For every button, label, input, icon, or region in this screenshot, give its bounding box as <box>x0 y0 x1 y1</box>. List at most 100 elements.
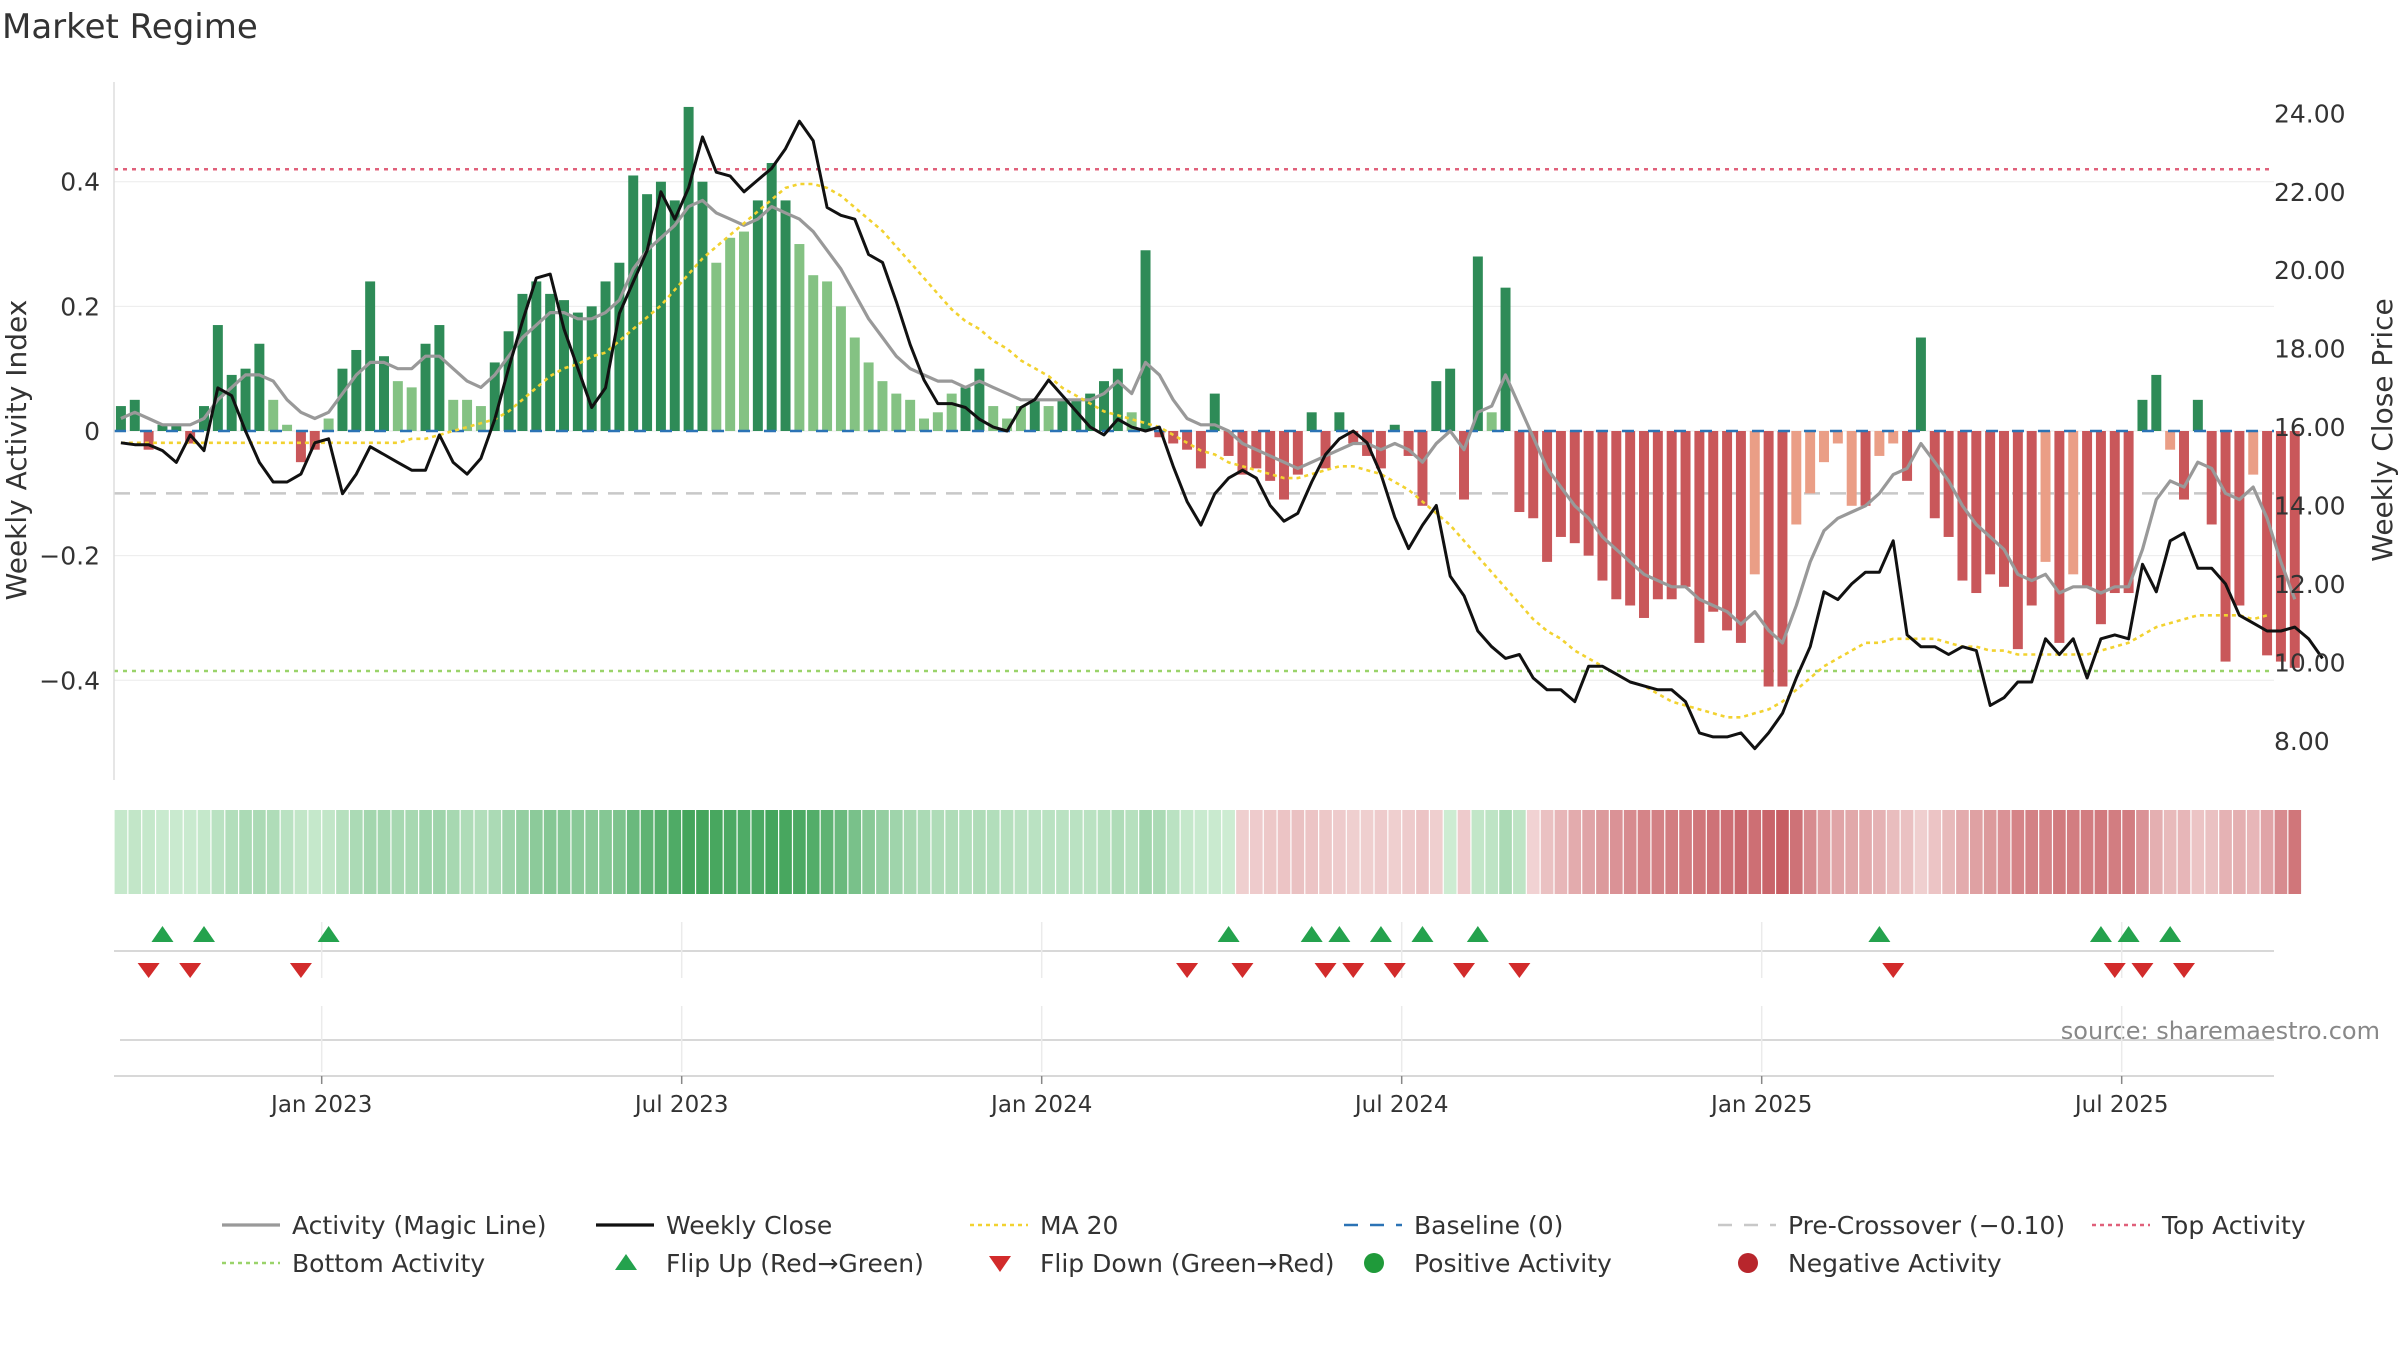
activity-bar <box>2289 431 2300 668</box>
right-tick-label: 12.00 <box>2274 570 2346 599</box>
regime-cell <box>1416 810 1429 894</box>
regime-cell <box>820 810 834 894</box>
activity-bar <box>2012 431 2023 650</box>
activity-bar <box>1888 431 1899 444</box>
regime-cell <box>1651 810 1665 894</box>
right-tick-label: 14.00 <box>2274 492 2346 521</box>
regime-strip <box>114 810 2302 894</box>
legend: Activity (Magic Line) Weekly Close MA 20 Ba… <box>222 1211 2306 1278</box>
regime-cell <box>848 810 862 894</box>
regime-cell <box>419 810 432 894</box>
flip-up-marker <box>317 926 340 942</box>
flip-markers <box>114 922 2274 1072</box>
activity-bar <box>1334 412 1345 431</box>
regime-cell <box>1236 810 1249 894</box>
activity-bar <box>683 106 694 431</box>
flip-down-marker <box>179 963 202 978</box>
flip-up-marker <box>1217 926 1240 942</box>
legend-label: Negative Activity <box>1788 1249 2002 1278</box>
regime-cell <box>529 810 543 894</box>
regime-cell <box>571 810 585 894</box>
regime-cell <box>1845 810 1859 894</box>
regime-cell <box>336 810 349 894</box>
activity-bar <box>1597 431 1608 581</box>
regime-cell <box>709 810 723 894</box>
regime-cell <box>1429 810 1443 894</box>
regime-cell <box>1222 810 1235 894</box>
regime-cell <box>1083 810 1097 894</box>
regime-cell <box>391 810 405 894</box>
regime-cell <box>474 810 488 894</box>
activity-bar <box>1112 368 1123 431</box>
activity-bar <box>2275 431 2286 662</box>
regime-cell <box>585 810 599 894</box>
regime-cell <box>765 810 779 894</box>
activity-bar <box>1292 431 1303 475</box>
legend-label: Weekly Close <box>666 1211 832 1240</box>
activity-bar <box>420 343 431 431</box>
regime-cell <box>1374 810 1388 894</box>
regime-cell <box>1582 810 1595 894</box>
flip-down-marker <box>1508 963 1531 978</box>
activity-bar <box>1749 431 1760 575</box>
legend-item: Baseline (0) <box>1344 1211 1563 1240</box>
regime-cell <box>2136 810 2149 894</box>
activity-bar <box>157 424 168 431</box>
regime-cell <box>1928 810 1942 894</box>
x-tick-label: Jan 2025 <box>1709 1092 1812 1118</box>
activity-bar <box>462 399 473 431</box>
regime-cell <box>1014 810 1028 894</box>
regime-cell <box>308 810 322 894</box>
flip-down-marker <box>1314 963 1337 978</box>
activity-bar <box>905 399 916 431</box>
regime-cell <box>1513 810 1526 894</box>
regime-cell <box>2191 810 2205 894</box>
regime-cell <box>1762 810 1775 894</box>
regime-cell <box>280 810 294 894</box>
regime-cell <box>1637 810 1651 894</box>
activity-bar <box>1680 431 1691 587</box>
regime-cell <box>682 810 695 894</box>
activity-bar <box>1417 431 1428 506</box>
activity-bar <box>1320 431 1331 469</box>
legend-label: Baseline (0) <box>1414 1211 1563 1240</box>
x-tick-label: Jul 2024 <box>1353 1092 1449 1118</box>
regime-cell <box>1540 810 1554 894</box>
regime-cell <box>654 810 668 894</box>
activity-bar <box>1306 412 1317 431</box>
regime-cell <box>114 810 128 894</box>
activity-bar <box>877 381 888 431</box>
activity-bar <box>1223 431 1234 456</box>
activity-bar <box>1805 431 1816 494</box>
activity-bar <box>614 262 625 431</box>
regime-cell <box>557 810 571 894</box>
activity-bar <box>309 431 320 450</box>
regime-cell <box>142 810 155 894</box>
legend-label: Pre-Crossover (−0.10) <box>1788 1211 2065 1240</box>
activity-bar <box>725 237 736 431</box>
regime-cell <box>1499 810 1512 894</box>
legend-label: Flip Down (Green→Red) <box>1040 1249 1335 1278</box>
regime-cell <box>1983 810 1997 894</box>
legend-swatch-dot <box>1364 1253 1384 1273</box>
regime-cell <box>2274 810 2288 894</box>
activity-bar <box>974 368 985 431</box>
legend-label: Activity (Magic Line) <box>292 1211 546 1240</box>
regime-cell <box>225 810 239 894</box>
activity-bar <box>1611 431 1622 600</box>
activity-bar <box>337 368 348 431</box>
regime-cell <box>322 810 335 894</box>
left-axis-label: Weekly Activity Index <box>0 300 33 601</box>
activity-bar <box>545 293 556 431</box>
regime-cell <box>253 810 266 894</box>
activity-bar <box>2082 431 2093 587</box>
legend-item: Positive Activity <box>1364 1249 1612 1278</box>
activity-bar <box>1763 431 1774 687</box>
activity-bar <box>1279 431 1289 500</box>
activity-bar <box>212 325 223 431</box>
regime-cell <box>1139 810 1152 894</box>
left-tick-label: 0.4 <box>60 168 100 197</box>
activity-bar <box>2262 431 2273 656</box>
activity-bar <box>586 306 597 431</box>
